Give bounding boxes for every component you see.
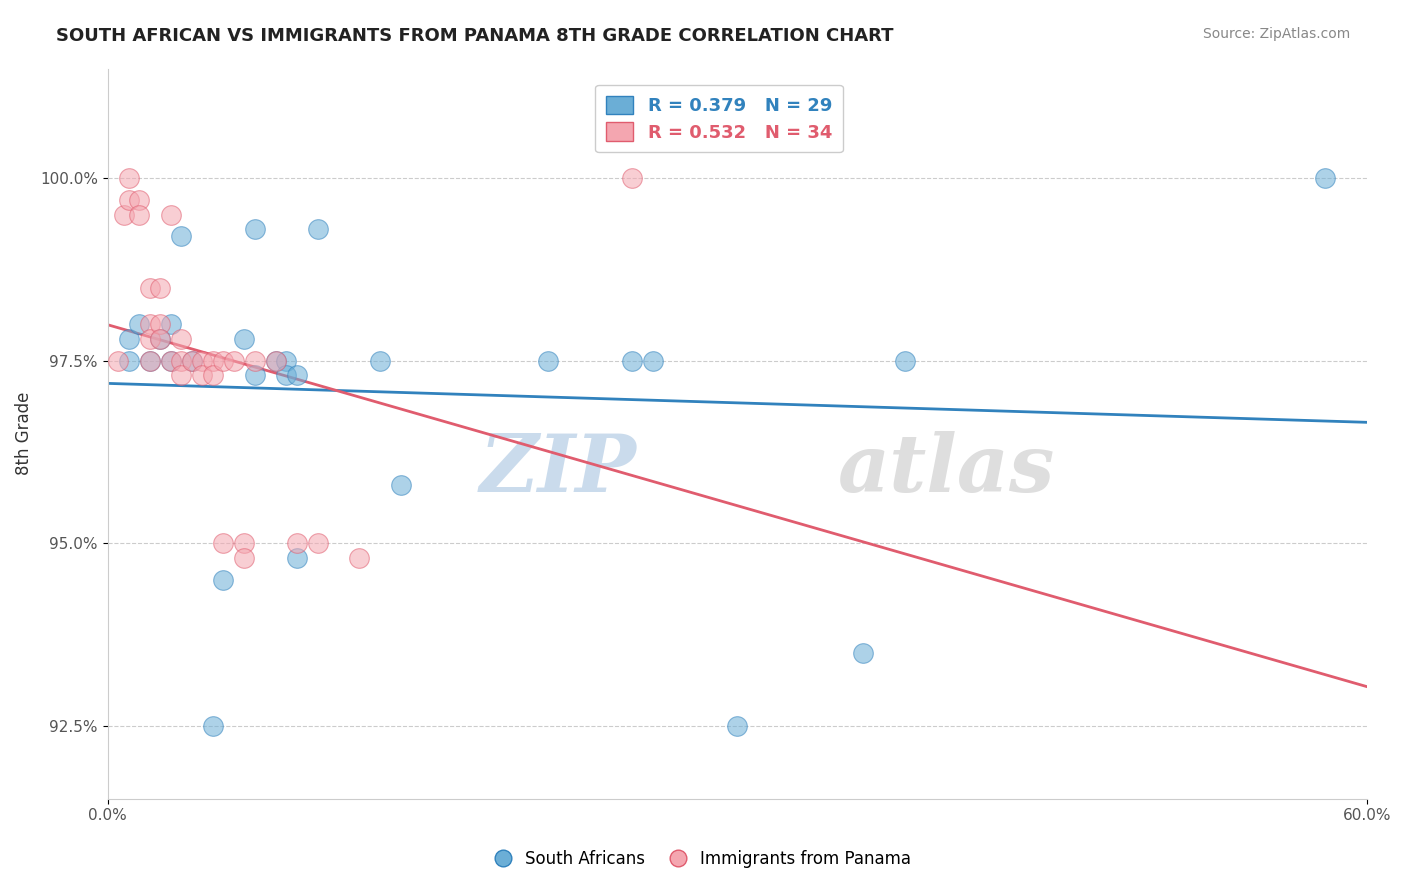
- Point: [159, 353, 181, 368]
- Point: [114, 208, 136, 222]
- Text: Source: ZipAtlas.com: Source: ZipAtlas.com: [1202, 27, 1350, 41]
- Point: [212, 573, 235, 587]
- Point: [180, 353, 202, 368]
- Point: [233, 332, 256, 346]
- Point: [243, 353, 266, 368]
- Point: [621, 171, 644, 186]
- Point: [149, 332, 172, 346]
- Point: [149, 280, 172, 294]
- Point: [212, 536, 235, 550]
- Text: ZIP: ZIP: [479, 432, 637, 509]
- Point: [233, 536, 256, 550]
- Point: [370, 353, 392, 368]
- Point: [201, 719, 224, 733]
- Point: [243, 368, 266, 383]
- Point: [285, 368, 308, 383]
- Legend: South Africans, Immigrants from Panama: South Africans, Immigrants from Panama: [488, 844, 918, 875]
- Point: [894, 353, 917, 368]
- Point: [264, 353, 287, 368]
- Point: [170, 332, 193, 346]
- Point: [201, 368, 224, 383]
- Point: [128, 317, 150, 331]
- Point: [1313, 171, 1336, 186]
- Point: [285, 550, 308, 565]
- Point: [537, 353, 560, 368]
- Point: [128, 193, 150, 207]
- Point: [118, 332, 141, 346]
- Point: [222, 353, 245, 368]
- Point: [170, 353, 193, 368]
- Point: [852, 646, 875, 660]
- Point: [621, 353, 644, 368]
- Point: [391, 477, 413, 491]
- Text: atlas: atlas: [838, 432, 1056, 509]
- Point: [138, 317, 160, 331]
- Point: [170, 368, 193, 383]
- Point: [118, 353, 141, 368]
- Point: [725, 719, 748, 733]
- Point: [159, 353, 181, 368]
- Point: [191, 368, 214, 383]
- Point: [170, 229, 193, 244]
- Point: [243, 222, 266, 236]
- Point: [149, 332, 172, 346]
- Point: [159, 208, 181, 222]
- Point: [128, 208, 150, 222]
- Legend: R = 0.379   N = 29, R = 0.532   N = 34: R = 0.379 N = 29, R = 0.532 N = 34: [595, 85, 842, 153]
- Point: [159, 317, 181, 331]
- Point: [138, 353, 160, 368]
- Point: [233, 550, 256, 565]
- Point: [201, 353, 224, 368]
- Text: SOUTH AFRICAN VS IMMIGRANTS FROM PANAMA 8TH GRADE CORRELATION CHART: SOUTH AFRICAN VS IMMIGRANTS FROM PANAMA …: [56, 27, 894, 45]
- Point: [274, 353, 297, 368]
- Point: [274, 368, 297, 383]
- Point: [138, 353, 160, 368]
- Point: [118, 193, 141, 207]
- Point: [107, 353, 129, 368]
- Point: [191, 353, 214, 368]
- Point: [180, 353, 202, 368]
- Point: [285, 536, 308, 550]
- Point: [643, 353, 665, 368]
- Y-axis label: 8th Grade: 8th Grade: [15, 392, 32, 475]
- Point: [264, 353, 287, 368]
- Point: [307, 222, 329, 236]
- Point: [307, 536, 329, 550]
- Point: [349, 550, 371, 565]
- Point: [118, 171, 141, 186]
- Point: [138, 332, 160, 346]
- Point: [212, 353, 235, 368]
- Point: [138, 280, 160, 294]
- Point: [149, 317, 172, 331]
